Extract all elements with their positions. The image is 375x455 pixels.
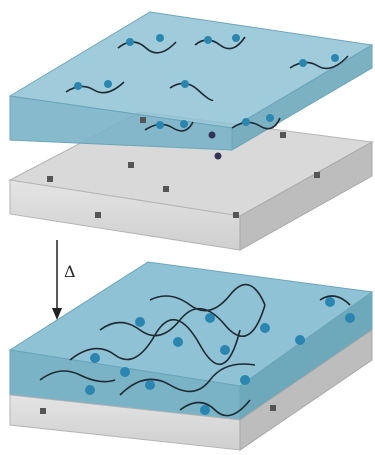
arrow-label: Δ bbox=[64, 262, 76, 281]
diagram: Δ bbox=[0, 0, 375, 455]
bonded-stack bbox=[10, 262, 372, 450]
heat-arrow: Δ bbox=[52, 240, 76, 320]
page: Δ (() => { const data = JSON.parse(docum… bbox=[0, 0, 375, 455]
